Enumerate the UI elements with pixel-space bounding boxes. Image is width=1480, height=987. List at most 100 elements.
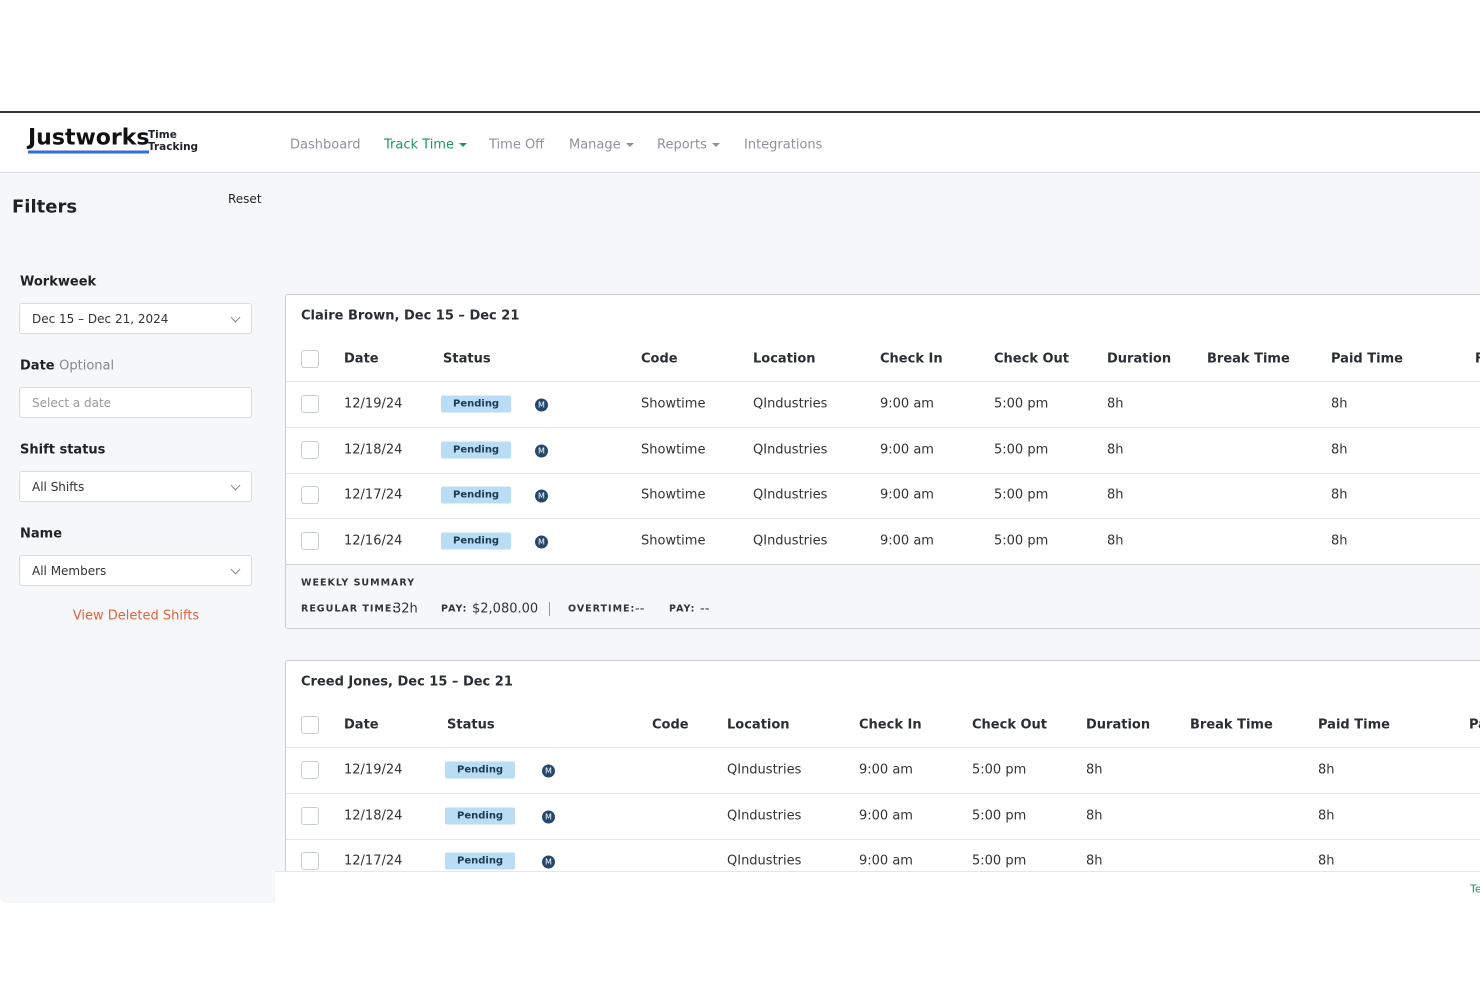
separator	[549, 602, 550, 616]
column-header: Check Out	[994, 351, 1070, 367]
column-header: Location	[727, 717, 790, 733]
status-badge: Pending	[441, 486, 512, 504]
filter-label: Shift status	[20, 442, 106, 458]
cell: 12/19/24	[344, 396, 403, 412]
nav-item[interactable]: Track Time	[384, 137, 454, 153]
cell: 8h	[1331, 487, 1348, 503]
checkbox[interactable]	[301, 395, 319, 413]
caret	[712, 143, 720, 147]
filter-label: Workweek	[20, 274, 97, 290]
column-header: Duration	[1086, 717, 1151, 733]
cell: 8h	[1331, 533, 1348, 549]
nav-item[interactable]: Dashboard	[290, 137, 361, 153]
status-badge: Pending	[441, 395, 512, 413]
cell: 12/17/24	[344, 853, 403, 869]
checkbox[interactable]	[301, 852, 319, 871]
placeholder: Select a date	[32, 395, 112, 410]
status-badge: Pending	[445, 761, 516, 779]
filters-panel: Filters Reset Workweek Dec 15 – Dec 21, …	[0, 174, 275, 903]
cell: 5:00 pm	[994, 442, 1049, 458]
name-select[interactable]: All Members	[19, 555, 252, 586]
nav-item[interactable]: Reports	[657, 137, 707, 153]
cell: 9:00 am	[859, 853, 913, 869]
column-header: Paid Time	[1331, 351, 1403, 367]
column-header: Check Out	[972, 717, 1048, 733]
column-header: Pa	[1469, 717, 1480, 733]
caret	[626, 143, 634, 147]
summary-item: REGULAR TIME:	[301, 603, 398, 615]
avatar: M	[542, 810, 555, 824]
product-name: Time	[148, 129, 177, 141]
cell: QIndustries	[753, 442, 828, 458]
weekly-summary: WEEKLY SUMMARY REGULAR TIME: 32h PAY: $2,080…	[286, 564, 1480, 628]
cell: 9:00 am	[880, 487, 934, 503]
cell: 9:00 am	[859, 808, 913, 824]
summary-item: PAY:	[669, 603, 696, 615]
nav-item[interactable]: Time Off	[489, 137, 545, 153]
view-deleted-link[interactable]: View Deleted Shifts	[72, 608, 200, 624]
cell: 12/16/24	[344, 533, 403, 549]
timesheets: Claire Brown, Dec 15 – Dec 21 Date Status C…	[275, 174, 1480, 871]
divider	[286, 747, 1480, 748]
summary-heading: WEEKLY SUMMARY	[301, 577, 416, 589]
checkbox[interactable]	[301, 486, 319, 505]
filter-label: Name	[20, 526, 63, 542]
avatar: M	[535, 398, 548, 412]
cell: 8h	[1318, 853, 1335, 869]
avatar: M	[535, 489, 548, 503]
column-header: Paid Time	[1318, 717, 1390, 733]
footer-link[interactable]: Te	[1470, 882, 1480, 896]
cell: 12/19/24	[344, 762, 403, 778]
cell: 8h	[1107, 442, 1124, 458]
nav-item[interactable]: Manage	[569, 137, 621, 153]
nav-item[interactable]: Integrations	[744, 137, 823, 153]
cell: 5:00 pm	[994, 533, 1049, 549]
cell: 5:00 pm	[972, 762, 1027, 778]
checkbox[interactable]	[301, 440, 319, 459]
status-select[interactable]: All Shifts	[19, 471, 252, 502]
cell: Showtime	[641, 396, 706, 412]
date-input[interactable]: Select a date	[19, 387, 252, 418]
checkbox[interactable]	[301, 806, 319, 825]
cell: 9:00 am	[880, 533, 934, 549]
row-divider	[286, 793, 1480, 794]
reset-button[interactable]: Reset	[228, 192, 262, 206]
checkbox[interactable]	[301, 531, 319, 550]
checkbox[interactable]	[301, 716, 319, 734]
divider	[286, 381, 1480, 382]
summary-item: $2,080.00	[472, 601, 539, 617]
cell: 9:00 am	[880, 396, 934, 412]
footer: Te	[275, 871, 1480, 903]
status-badge: Pending	[445, 852, 516, 870]
caret	[459, 143, 467, 147]
summary-item: PAY:	[441, 603, 468, 615]
cell: Showtime	[641, 442, 706, 458]
row-divider	[286, 838, 1480, 840]
column-header: Code	[652, 717, 689, 733]
card-title: Creed Jones, Dec 15 – Dec 21	[301, 674, 513, 690]
cell: 8h	[1107, 396, 1124, 412]
row-divider	[286, 427, 1480, 428]
checkbox[interactable]	[301, 350, 319, 368]
cell: 12/17/24	[344, 487, 403, 503]
status-badge: Pending	[441, 441, 512, 459]
select-value: All Members	[32, 563, 107, 578]
select-value: Dec 15 – Dec 21, 2024	[32, 311, 169, 326]
column-header: Check In	[859, 717, 922, 733]
timesheet-card: Claire Brown, Dec 15 – Dec 21 Date Status C…	[285, 294, 1480, 629]
workweek-select[interactable]: Dec 15 – Dec 21, 2024	[19, 303, 252, 334]
avatar: M	[542, 764, 555, 778]
cell: 8h	[1318, 762, 1335, 778]
optional-hint: Optional	[59, 358, 115, 374]
cell: 5:00 pm	[972, 853, 1027, 869]
cell: QIndustries	[753, 533, 828, 549]
avatar: M	[535, 535, 548, 549]
column-header: Break Time	[1190, 717, 1273, 733]
cell: 8h	[1086, 762, 1103, 778]
logo[interactable]: Justworks	[28, 126, 150, 154]
app: Justworks Time Tracking Dashboard Track T…	[0, 111, 1480, 903]
filter-label: Date Optional	[20, 359, 114, 374]
column-header: Date	[344, 717, 379, 733]
checkbox[interactable]	[301, 761, 319, 779]
